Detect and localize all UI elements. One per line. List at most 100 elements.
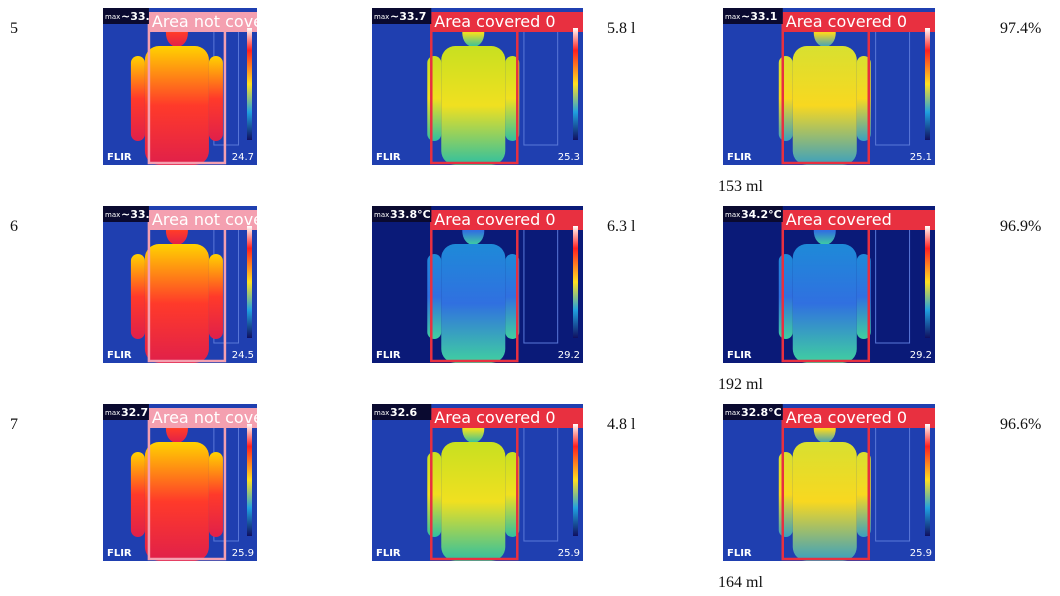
brand: FLIR xyxy=(727,350,752,361)
brand: FLIR xyxy=(727,152,752,163)
arm-left xyxy=(778,452,793,537)
detection-label: Area covered 0 xyxy=(786,12,907,31)
max-value: 32.6 xyxy=(390,406,417,419)
label-bar xyxy=(782,12,935,32)
torso xyxy=(441,442,506,561)
row-number: 5 xyxy=(10,20,18,37)
max-bg xyxy=(103,404,149,420)
arm-right xyxy=(505,56,520,141)
max-value: 34.2°C xyxy=(741,208,782,221)
color-scale xyxy=(925,424,930,536)
volume: 4.8 l xyxy=(607,416,636,433)
percent: 96.9% xyxy=(1000,218,1042,235)
torso xyxy=(441,244,506,363)
max-prefix: max xyxy=(374,409,389,417)
brand: FLIR xyxy=(376,548,401,559)
label-bar xyxy=(431,408,583,428)
max-value: 33.8°C xyxy=(390,208,431,221)
thermal-svg: Area covered max 34.2°C FLIR 29.2 xyxy=(723,206,935,363)
thermal-svg: Area covered 0 max 32.6 FLIR 25.9 xyxy=(372,404,583,561)
min-value: 25.3 xyxy=(558,152,580,163)
arm-right xyxy=(208,254,223,339)
thermal-svg: Area not covered max~33. FLIR 24.5 xyxy=(103,206,257,363)
max-bg xyxy=(103,8,149,24)
thermal-image: Area covered 0 max ~33.7 FLIR 25.3 xyxy=(372,8,583,165)
brand: FLIR xyxy=(107,350,132,361)
min-value: 24.5 xyxy=(232,350,254,361)
row-number: 6 xyxy=(10,218,18,235)
arm-right xyxy=(505,452,520,537)
arm-right xyxy=(208,56,223,141)
min-value: 25.9 xyxy=(558,548,580,559)
arm-right xyxy=(208,452,223,537)
max-value: 32.8°C xyxy=(741,406,782,419)
max-value: ~33. xyxy=(121,208,150,221)
thermal-svg: Area not covered max~33. FLIR 24.7 xyxy=(103,8,257,165)
min-value: 29.2 xyxy=(910,350,932,361)
detection-label: Area covered 0 xyxy=(786,408,907,427)
label-bar xyxy=(148,210,257,230)
color-scale xyxy=(247,28,252,140)
thermal-svg: Area covered 0 max 32.8°C FLIR 25.9 xyxy=(723,404,935,561)
max-bg xyxy=(372,404,432,420)
thermal-image: Area covered 0 max ~33.1 FLIR 25.1 xyxy=(723,8,935,165)
min-value: 25.9 xyxy=(910,548,932,559)
thermal-image: Area not covered max~33. FLIR 24.7 xyxy=(103,8,257,165)
thermal-svg: Area covered 0 max ~33.1 FLIR 25.1 xyxy=(723,8,935,165)
torso xyxy=(792,442,857,561)
color-scale xyxy=(573,28,578,140)
max-value: 32.7 xyxy=(121,406,148,419)
color-scale xyxy=(925,226,930,338)
label-bar xyxy=(148,408,257,428)
max-prefix: max xyxy=(725,211,740,219)
thermal-image: Area covered 0 max 32.8°C FLIR 25.9 xyxy=(723,404,935,561)
volume: 5.8 l xyxy=(607,20,636,37)
arm-left xyxy=(427,56,442,141)
row-number: 7 xyxy=(10,416,18,433)
arm-right xyxy=(856,452,871,537)
torso xyxy=(441,46,506,165)
torso xyxy=(144,442,209,561)
arm-left xyxy=(130,452,145,537)
detection-label: Area covered 0 xyxy=(434,12,555,31)
arm-left xyxy=(778,254,793,339)
label-bar xyxy=(148,12,257,32)
detection-label: Area not covered xyxy=(152,210,257,229)
detection-label: Area covered 0 xyxy=(434,210,555,229)
max-prefix: max xyxy=(725,13,740,21)
detection-label: Area not covered xyxy=(152,12,257,31)
thermal-svg: Area covered 0 max ~33.7 FLIR 25.3 xyxy=(372,8,583,165)
torso xyxy=(144,46,209,165)
percent: 97.4% xyxy=(1000,20,1042,37)
detection-label: Area covered xyxy=(786,210,892,229)
color-scale xyxy=(247,226,252,338)
arm-left xyxy=(130,56,145,141)
max-prefix: max xyxy=(374,13,389,21)
percent: 96.6% xyxy=(1000,416,1042,433)
max-prefix: max xyxy=(105,13,120,21)
thermal-image: Area covered 0 max 32.6 FLIR 25.9 xyxy=(372,404,583,561)
torso xyxy=(792,244,857,363)
max-value: ~33. xyxy=(121,10,150,23)
min-value: 25.9 xyxy=(232,548,254,559)
label-bar xyxy=(431,210,583,230)
max-value: ~33.7 xyxy=(390,10,426,23)
max-prefix: max xyxy=(105,211,120,219)
brand: FLIR xyxy=(727,548,752,559)
detection-label: Area not covered xyxy=(152,408,257,427)
label-bar xyxy=(782,408,935,428)
torso xyxy=(792,46,857,165)
label-bar xyxy=(782,210,935,230)
thermal-image: Area covered max 34.2°C FLIR 29.2 xyxy=(723,206,935,363)
max-bg xyxy=(103,206,149,222)
thermal-svg: Area covered 0 max 33.8°C FLIR 29.2 xyxy=(372,206,583,363)
max-value: ~33.1 xyxy=(741,10,777,23)
torso xyxy=(144,244,209,363)
arm-left xyxy=(130,254,145,339)
detection-label: Area covered 0 xyxy=(434,408,555,427)
color-scale xyxy=(573,424,578,536)
max-bg xyxy=(723,8,783,24)
